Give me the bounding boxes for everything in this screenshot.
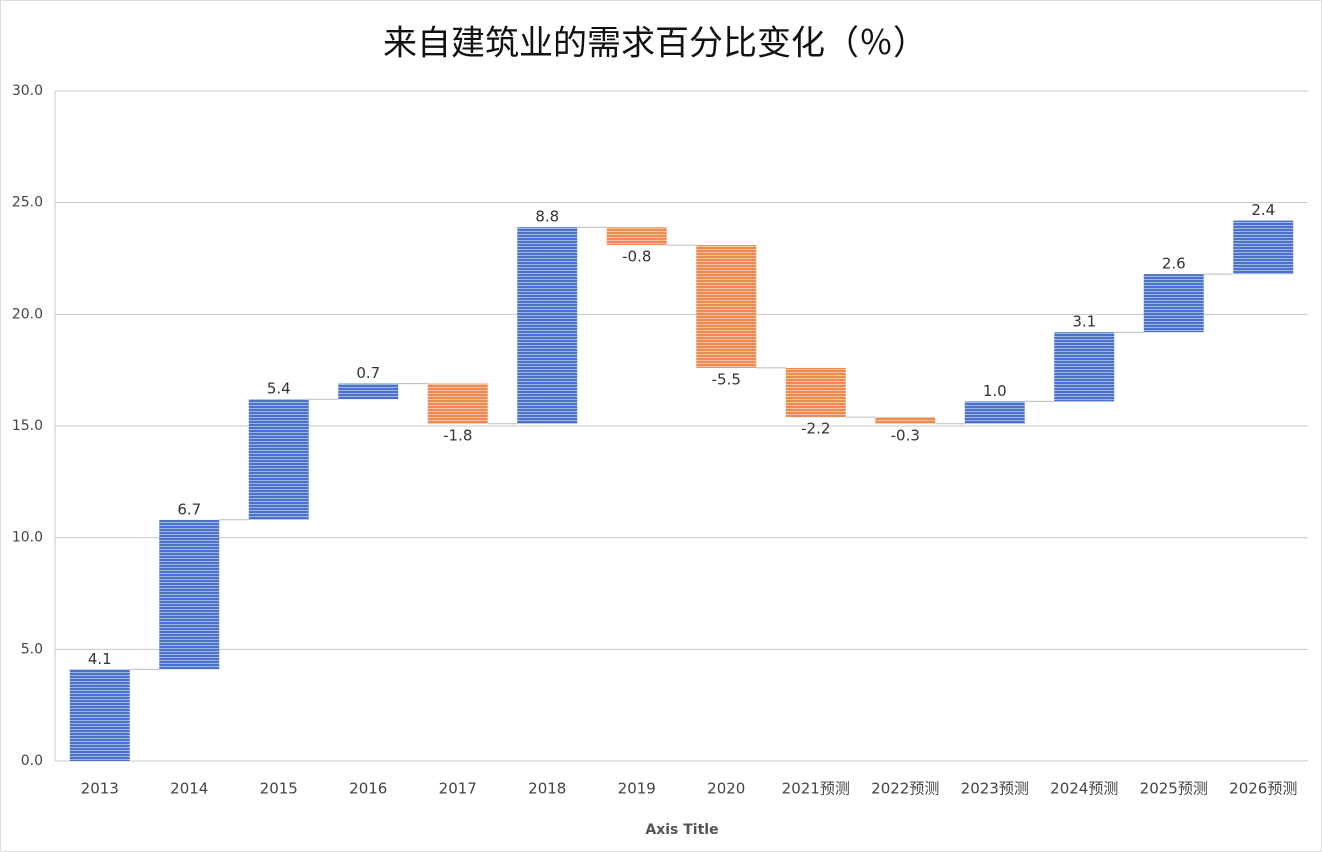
x-tick-label: 2025预测 — [1140, 780, 1208, 798]
x-tick-label: 2020 — [707, 780, 745, 798]
y-tick-label: 5.0 — [21, 641, 43, 657]
x-tick-label: 2014 — [170, 780, 208, 798]
data-label: -5.5 — [712, 370, 741, 388]
y-tick-label: 20.0 — [12, 306, 43, 322]
bar — [248, 399, 309, 520]
y-tick-label: 25.0 — [12, 195, 43, 211]
data-label: 2.6 — [1162, 255, 1186, 273]
x-tick-label: 2017 — [439, 780, 477, 798]
bar — [159, 519, 220, 670]
x-tick-label: 2024预测 — [1050, 780, 1118, 798]
data-label: -0.8 — [622, 248, 651, 266]
data-label: 8.8 — [535, 208, 559, 226]
bar — [696, 245, 757, 368]
data-label: -2.2 — [801, 420, 830, 438]
bar — [964, 401, 1025, 424]
data-label: 3.1 — [1072, 313, 1096, 331]
bar — [875, 417, 936, 424]
x-tick-label: 2013 — [81, 780, 119, 798]
bar — [1143, 274, 1204, 333]
data-label: 2.4 — [1251, 201, 1275, 219]
bar — [785, 367, 846, 418]
data-label: 4.1 — [88, 650, 112, 668]
data-label: -1.8 — [443, 426, 472, 444]
y-tick-label: 15.0 — [12, 418, 43, 434]
x-tick-label: 2022预测 — [871, 780, 939, 798]
bar — [1054, 332, 1115, 402]
y-tick-label: 0.0 — [21, 753, 43, 769]
x-tick-label: 2015 — [260, 780, 298, 798]
data-label: 0.7 — [356, 364, 380, 382]
x-tick-label: 2021预测 — [782, 780, 850, 798]
bar — [1233, 220, 1294, 275]
bar — [69, 669, 130, 761]
bar — [517, 227, 578, 424]
chart-title: 来自建筑业的需求百分比变化（％） — [383, 24, 927, 64]
x-tick-label: 2016 — [349, 780, 387, 798]
data-label: 6.7 — [177, 500, 201, 518]
data-label: 5.4 — [267, 380, 291, 398]
bar — [606, 227, 667, 246]
x-tick-label: 2023预测 — [961, 780, 1029, 798]
y-tick-label: 10.0 — [12, 530, 43, 546]
x-tick-label: 2018 — [528, 780, 566, 798]
data-label: -0.3 — [891, 426, 920, 444]
x-tick-label: 2026预测 — [1229, 780, 1297, 798]
bar — [338, 383, 399, 400]
data-label: 1.0 — [983, 382, 1007, 400]
x-tick-label: 2019 — [618, 780, 656, 798]
bar — [427, 383, 488, 424]
y-tick-label: 30.0 — [12, 83, 43, 99]
x-axis-title: Axis Title — [645, 822, 718, 838]
